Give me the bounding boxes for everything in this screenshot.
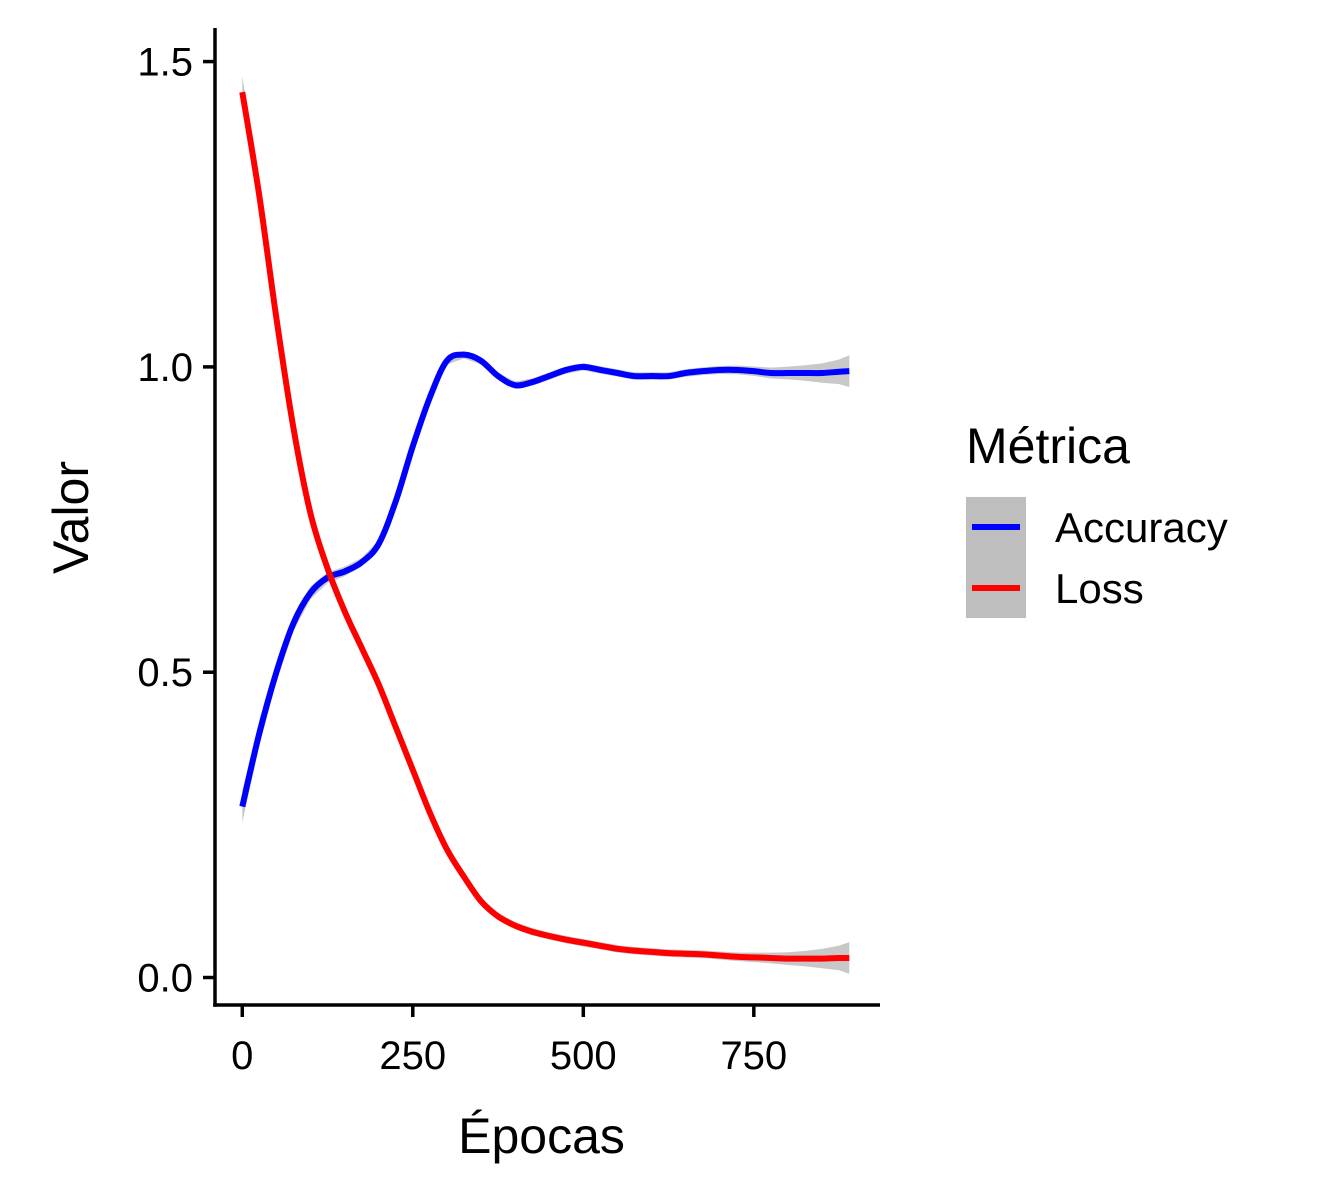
y-tick-label: 1.0: [137, 346, 193, 390]
legend-title: Métrica: [966, 418, 1130, 474]
x-tick-label: 250: [379, 1034, 446, 1078]
confidence-bands: [242, 76, 850, 974]
series-line-loss: [239, 91, 850, 962]
legend: Métrica Accuracy Loss: [966, 418, 1228, 618]
confidence-band-loss: [242, 76, 850, 974]
y-tick-label: 0.5: [137, 651, 193, 695]
legend-label-accuracy: Accuracy: [1055, 504, 1228, 551]
series-lines: [239, 91, 850, 962]
x-axis-title: Épocas: [458, 1108, 625, 1164]
legend-key-background: [966, 497, 1026, 618]
y-axis-title: Valor: [43, 461, 99, 574]
legend-label-loss: Loss: [1055, 565, 1144, 612]
x-tick-label: 750: [720, 1034, 787, 1078]
x-ticks: 0 250 500 750: [231, 1005, 787, 1078]
axes: 0.0 0.5 1.0 1.5 0 250 500 750: [137, 28, 880, 1078]
x-tick-label: 500: [550, 1034, 617, 1078]
y-ticks: 0.0 0.5 1.0 1.5: [137, 41, 215, 1001]
x-tick-label: 0: [231, 1034, 253, 1078]
series-line-accuracy: [239, 351, 850, 808]
legend-items: Accuracy Loss: [966, 497, 1228, 618]
y-tick-label: 0.0: [137, 957, 193, 1001]
y-tick-label: 1.5: [137, 41, 193, 85]
